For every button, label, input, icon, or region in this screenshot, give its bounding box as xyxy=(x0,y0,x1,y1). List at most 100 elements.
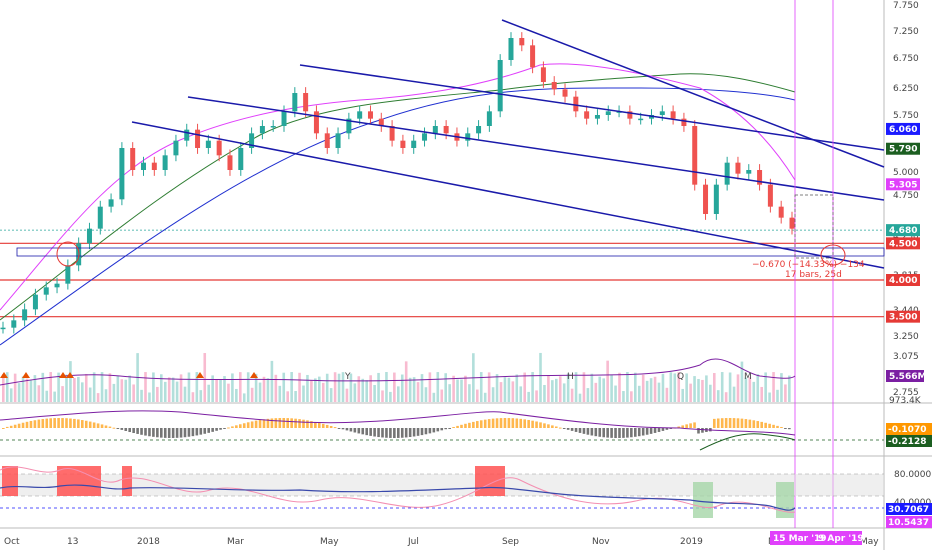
macd-bar-28 xyxy=(112,427,116,429)
macd-bar-14 xyxy=(57,418,60,428)
volume-bar-23 xyxy=(92,372,96,402)
measure-box xyxy=(794,194,834,259)
volume-bar-149 xyxy=(590,373,594,402)
macd-bar-95 xyxy=(377,428,380,438)
volume-bar-107 xyxy=(424,387,428,402)
rsi-tag-pink: 10.5437 xyxy=(886,516,932,528)
price-tick-1: 7.250 xyxy=(893,27,919,37)
candle-body-36 xyxy=(389,126,395,141)
time-tick-5: Jul xyxy=(407,537,419,547)
volume-bar-55 xyxy=(219,379,222,402)
macd-bar-69 xyxy=(274,418,278,428)
volume-bar-53 xyxy=(211,375,214,402)
volume-bar-103 xyxy=(408,377,412,402)
macd-bar-24 xyxy=(96,423,100,428)
svg-text:-0.2128: -0.2128 xyxy=(888,437,926,447)
volume-bar-41 xyxy=(163,381,167,402)
svg-text:-0.1070: -0.1070 xyxy=(888,425,926,435)
candle-body-35 xyxy=(378,118,384,126)
macd-bar-49 xyxy=(195,428,199,436)
price-tick-8: 4.250 xyxy=(893,232,919,242)
volume-bar-8 xyxy=(33,375,37,402)
volume-bar-150 xyxy=(594,382,598,402)
volume-bar-114 xyxy=(452,375,455,402)
price-tag-label-3: 4.680 xyxy=(889,226,917,236)
macd-bar-96 xyxy=(381,428,384,438)
macd-bar-161 xyxy=(637,428,641,437)
macd-tag-green: -0.2128 xyxy=(886,435,932,447)
range-box xyxy=(16,247,885,257)
time-tick-7: Nov xyxy=(592,537,610,547)
macd-bar-93 xyxy=(369,428,372,436)
price-tags: 6.060 5.790 5.305 4.680 4.500 4.000 3.500 xyxy=(886,122,920,323)
macd-bar-117 xyxy=(464,423,467,428)
price-tag-label-1: 5.790 xyxy=(889,145,917,155)
time-tick-10: May xyxy=(860,537,879,547)
volume-bar-16 xyxy=(65,374,68,402)
volume-bar-22 xyxy=(88,387,92,402)
volume-bar-134 xyxy=(531,372,534,402)
ma-blue-line xyxy=(0,87,796,346)
volume-bar-183 xyxy=(724,392,728,402)
svg-text:5.566M: 5.566M xyxy=(889,372,926,382)
volume-bar-2 xyxy=(9,388,13,402)
macd-bar-139 xyxy=(551,425,554,428)
volume-bar-99 xyxy=(393,372,396,402)
volume-bar-184 xyxy=(728,372,732,402)
macd-bar-1 xyxy=(5,426,9,428)
macd-bar-68 xyxy=(270,418,274,428)
macd-bar-6 xyxy=(25,421,29,428)
volume-tag: 5.566M 973.4K xyxy=(886,370,926,406)
candle-body-58 xyxy=(627,111,633,119)
volume-bar-152 xyxy=(602,378,605,402)
svg-text:15 Mar '19: 15 Mar '19 xyxy=(773,534,827,544)
macd-bar-43 xyxy=(171,428,175,438)
volume-bar-21 xyxy=(84,373,88,402)
volume-bar-158 xyxy=(626,372,629,402)
macd-bar-84 xyxy=(333,427,337,429)
macd-bar-60 xyxy=(239,424,242,428)
macd-bar-82 xyxy=(325,424,329,428)
candle-body-12 xyxy=(130,148,136,170)
volume-label-h: H xyxy=(567,372,574,382)
macd-bar-199 xyxy=(788,428,791,430)
macd-bar-34 xyxy=(136,428,139,434)
volume-bar-78 xyxy=(310,380,313,402)
volume-bar-0 xyxy=(2,374,5,402)
date-markers[interactable] xyxy=(56,0,846,528)
volume-bar-40 xyxy=(160,374,163,402)
volume-bar-32 xyxy=(128,375,131,402)
candle-body-21 xyxy=(227,155,233,170)
volume-bar-94 xyxy=(373,385,376,402)
volume-bar-30 xyxy=(120,379,124,402)
macd-bar-9 xyxy=(37,419,41,428)
volume-bar-7 xyxy=(29,380,33,402)
volume-bar-80 xyxy=(318,376,321,402)
trend-lines[interactable] xyxy=(16,19,885,269)
volume-bar-88 xyxy=(349,373,353,402)
volume-bar-83 xyxy=(329,388,333,402)
macd-bar-59 xyxy=(235,425,238,428)
volume-bar-77 xyxy=(306,374,309,402)
volume-bar-157 xyxy=(622,391,625,402)
volume-bar-87 xyxy=(345,388,349,402)
volume-bar-174 xyxy=(689,383,692,402)
macd-bar-73 xyxy=(290,418,293,428)
macd-bar-143 xyxy=(566,428,570,430)
price-tag-label-4: 4.500 xyxy=(889,239,917,249)
volume-bar-110 xyxy=(436,372,440,402)
macd-bar-16 xyxy=(65,418,68,428)
volume-bar-124 xyxy=(491,387,495,402)
highlight-circle-left xyxy=(56,241,80,267)
volume-bar-100 xyxy=(397,386,400,402)
macd-bar-8 xyxy=(33,420,37,428)
macd-bar-2 xyxy=(9,425,13,428)
macd-bar-137 xyxy=(543,423,546,428)
macd-bar-108 xyxy=(428,428,432,434)
macd-bar-198 xyxy=(784,428,787,429)
volume-bar-84 xyxy=(333,372,337,402)
candlestick-series xyxy=(0,32,795,334)
candle-body-50 xyxy=(540,67,546,82)
volume-bar-56 xyxy=(223,376,226,402)
